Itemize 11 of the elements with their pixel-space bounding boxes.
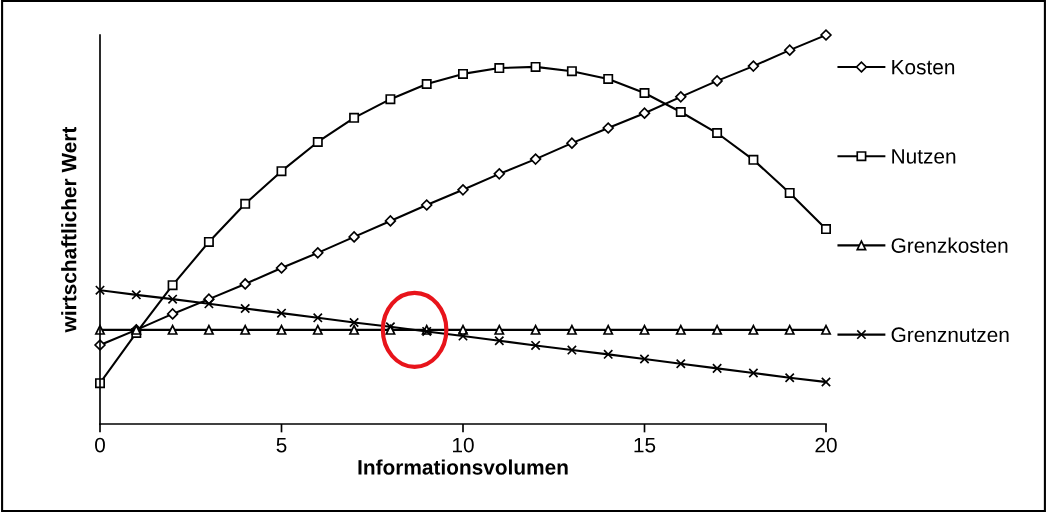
legend-label: Grenznutzen [891, 327, 1009, 343]
y-axis-title: wirtschaftlicher Wert [61, 126, 77, 333]
legend-label: Grenzkosten [891, 237, 1008, 253]
x-tick-label: 20 [815, 437, 837, 453]
x-tick-label: 15 [634, 437, 656, 453]
x-tick-label: 5 [276, 437, 287, 453]
legend-label: Nutzen [892, 149, 956, 164]
x-tick-label: 0 [95, 437, 105, 453]
x-axis-title: Informationsvolumen [358, 459, 568, 475]
x-tick-label: 10 [453, 437, 474, 453]
legend-label: Kosten [892, 59, 955, 75]
